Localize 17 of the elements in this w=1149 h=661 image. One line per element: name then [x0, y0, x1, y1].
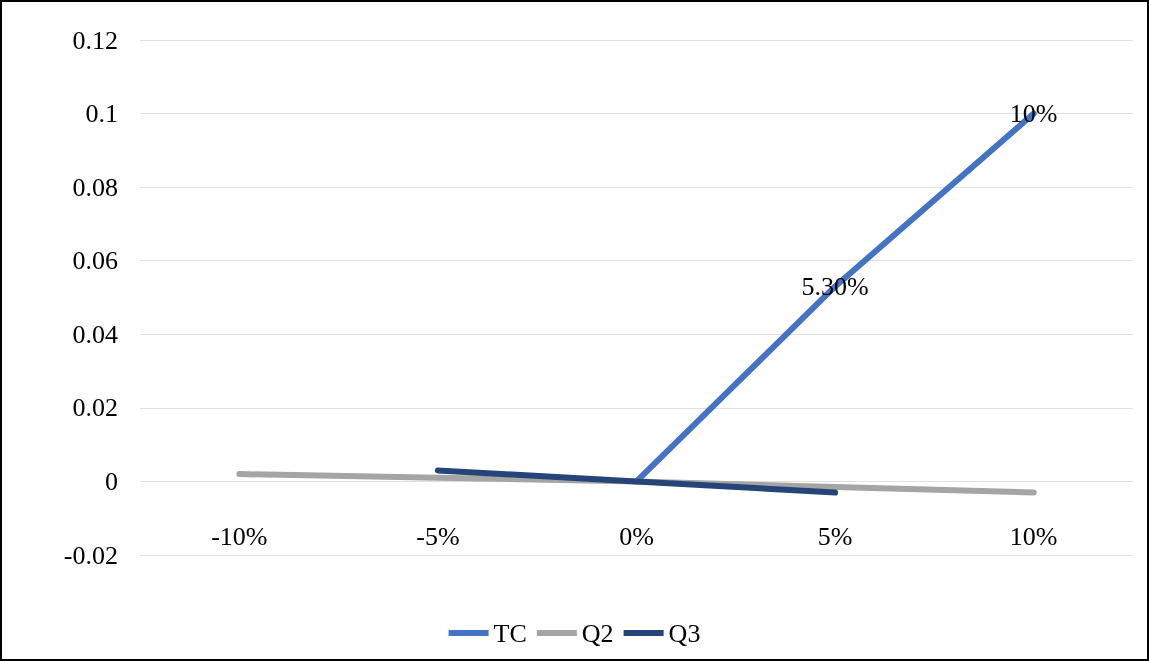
data-label: 10%	[1009, 99, 1058, 129]
x-tick-label: 0%	[619, 521, 654, 551]
y-tick-label: 0.1	[85, 99, 118, 129]
y-tick-label: 0.08	[72, 172, 118, 202]
y-tick-label: 0.12	[72, 25, 118, 55]
legend-label: Q3	[668, 618, 701, 648]
x-tick-label: -5%	[416, 521, 460, 551]
y-tick-label: 0.04	[72, 319, 118, 349]
legend-label: Q2	[581, 618, 614, 648]
x-tick-label: 10%	[1009, 521, 1058, 551]
y-tick-label: 0	[105, 466, 118, 496]
legend-label: TC	[493, 618, 527, 648]
y-tick-label: 0.06	[72, 246, 118, 276]
y-tick-label: -0.02	[63, 540, 118, 570]
y-tick-label: 0.02	[72, 393, 118, 423]
x-tick-label: -10%	[211, 521, 268, 551]
x-tick-label: 5%	[817, 521, 853, 551]
